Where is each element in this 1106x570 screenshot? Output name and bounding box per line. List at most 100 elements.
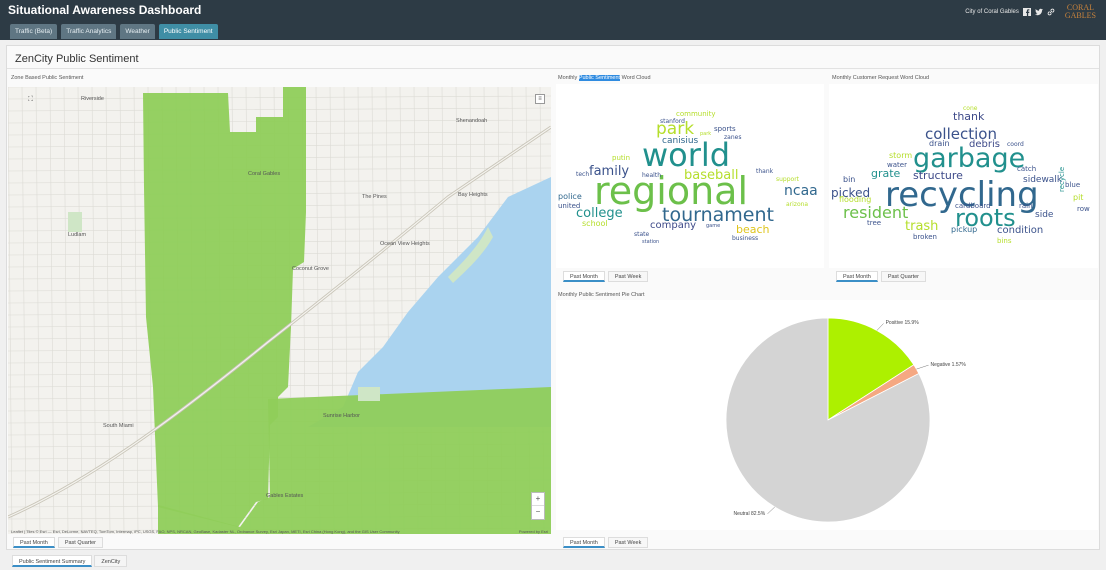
map-street bbox=[35, 87, 41, 534]
cloud-word: condition bbox=[997, 225, 1044, 236]
map-panel-label: Zone Based Public Sentiment bbox=[11, 75, 84, 81]
tab-past-week[interactable]: Past Week bbox=[607, 271, 649, 282]
map-place-label: South Miami bbox=[103, 423, 134, 429]
bottom-tabs: Public Sentiment Summary ZenCity bbox=[12, 555, 128, 567]
cloud-word: cone bbox=[963, 105, 978, 112]
map-place-label: Riverside bbox=[81, 96, 104, 102]
cloud-word: arizona bbox=[786, 201, 809, 208]
cloud-word: water bbox=[887, 161, 907, 169]
zoom-out-button[interactable]: − bbox=[535, 507, 541, 516]
cloud-word: broken bbox=[913, 233, 937, 241]
map-street bbox=[91, 87, 97, 534]
map-place-label: Ludlam bbox=[68, 232, 87, 238]
map-attribution[interactable]: Leaflet | Tiles © Esri — Esri, DeLorme, … bbox=[11, 529, 400, 534]
top-navbar: Situational Awareness Dashboard Traffic … bbox=[0, 0, 1106, 40]
tab-past-month[interactable]: Past Month bbox=[563, 271, 605, 282]
zoom-in-button[interactable]: + bbox=[532, 493, 544, 506]
tab-past-month[interactable]: Past Month bbox=[563, 537, 605, 548]
cloud-word: support bbox=[776, 176, 800, 183]
sentiment-pie-chart bbox=[725, 317, 931, 523]
tab-zencity[interactable]: ZenCity bbox=[94, 555, 128, 567]
cloud-word: canisius bbox=[662, 136, 699, 146]
pie-period-tabs: Past Month Past Week bbox=[563, 537, 649, 548]
cloud-word: pickup bbox=[951, 225, 978, 234]
cloud-word: beach bbox=[736, 223, 770, 236]
tab-traffic-analytics[interactable]: Traffic Analytics bbox=[61, 24, 117, 39]
cloud-word: bins bbox=[997, 237, 1012, 245]
cloud-word: sports bbox=[714, 125, 736, 133]
pie-leader-line bbox=[767, 506, 775, 515]
cloud-word: family bbox=[589, 164, 630, 179]
sentiment-pie-panel: Positive 15.9% Negative 1.57% Neutral 82… bbox=[556, 300, 1098, 530]
coral-gables-logo[interactable]: CORAL GABLES bbox=[1064, 3, 1096, 20]
map-fullscreen-icon[interactable]: ⛶ bbox=[28, 96, 33, 103]
cloud-word: business bbox=[732, 235, 759, 242]
request-cloud-period-tabs: Past Month Past Quarter bbox=[836, 271, 927, 282]
tab-public-sentiment[interactable]: Public Sentiment bbox=[158, 24, 218, 39]
cloud-word: storm bbox=[889, 151, 913, 160]
page-title: ZenCity Public Sentiment bbox=[15, 53, 139, 65]
sentiment-zone-coral-gables bbox=[143, 87, 306, 527]
cloud-word: park bbox=[700, 131, 712, 137]
map-street bbox=[21, 87, 27, 534]
map-place-label: Bay Heights bbox=[458, 192, 488, 198]
map-basemap bbox=[8, 87, 551, 534]
pie-label-negative: Negative 1.57% bbox=[930, 362, 966, 369]
cloud-word: college bbox=[576, 206, 623, 221]
map-place-label: Coral Gables bbox=[248, 171, 281, 177]
cloud-word: company bbox=[650, 220, 697, 231]
request-cloud-label: Monthly Customer Request Word Cloud bbox=[832, 75, 930, 81]
tab-past-week[interactable]: Past Week bbox=[607, 537, 649, 548]
sentiment-zone-south bbox=[158, 387, 551, 534]
tab-past-quarter[interactable]: Past Quarter bbox=[880, 271, 927, 282]
cloud-word: collection bbox=[925, 125, 997, 143]
public-cloud-period-tabs: Past Month Past Week bbox=[563, 271, 649, 282]
map-street bbox=[119, 87, 125, 534]
tab-past-month[interactable]: Past Month bbox=[836, 271, 878, 282]
map-place-label: Sunrise Harbor bbox=[323, 413, 360, 419]
cloud-word: grate bbox=[871, 167, 901, 180]
cloud-word: ncaa bbox=[784, 183, 818, 199]
pie-label-positive: Positive 15.9% bbox=[885, 320, 919, 327]
public-sentiment-word-cloud: regional world tournament park baseball … bbox=[556, 84, 824, 268]
cloud-word: catch bbox=[1017, 165, 1037, 173]
link-icon[interactable] bbox=[1047, 8, 1055, 16]
cloud-word: roots bbox=[955, 204, 1016, 232]
pie-label-neutral: Neutral 82.5% bbox=[733, 510, 766, 517]
cloud-word: flooding bbox=[839, 195, 872, 204]
cloud-word: thank bbox=[756, 168, 774, 175]
tab-public-sentiment-summary[interactable]: Public Sentiment Summary bbox=[12, 555, 93, 567]
cloud-word: trash bbox=[905, 219, 939, 234]
main-nav-tabs: Traffic (Beta) Traffic Analytics Weather… bbox=[10, 24, 218, 39]
map-place-label: Gables Estates bbox=[266, 493, 304, 499]
cloud-word: drain bbox=[929, 139, 950, 148]
map-street bbox=[8, 107, 551, 112]
cloud-word: rain bbox=[1019, 202, 1033, 210]
cloud-word: structure bbox=[913, 169, 963, 182]
cloud-word: bin bbox=[843, 175, 856, 184]
map-zoom-control: + − bbox=[531, 492, 545, 520]
layers-icon[interactable]: ≡ bbox=[535, 94, 545, 104]
tab-weather[interactable]: Weather bbox=[120, 24, 155, 39]
map-attribution-right[interactable]: Powered by Esri bbox=[518, 529, 548, 534]
cloud-word: coord bbox=[1007, 141, 1024, 148]
tab-past-quarter[interactable]: Past Quarter bbox=[57, 537, 104, 548]
cloud-word: side bbox=[1035, 210, 1054, 220]
cloud-word: cardboard bbox=[955, 202, 991, 210]
map-street bbox=[49, 87, 55, 534]
facebook-icon[interactable] bbox=[1022, 8, 1031, 16]
twitter-icon[interactable] bbox=[1034, 8, 1043, 16]
cloud-word: resident bbox=[843, 203, 909, 222]
sentiment-map[interactable]: ⛶ ≡ Riverside Shenandoah Coral Gables Th… bbox=[8, 87, 551, 534]
map-street bbox=[8, 95, 551, 100]
tab-traffic-beta[interactable]: Traffic (Beta) bbox=[10, 24, 58, 39]
tab-past-month[interactable]: Past Month bbox=[13, 537, 55, 548]
cloud-word: recycling bbox=[885, 175, 1039, 215]
cloud-word: park bbox=[656, 119, 695, 139]
map-place-label: Coconut Grove bbox=[292, 266, 329, 272]
map-street bbox=[8, 87, 13, 534]
map-place-label: Shenandoah bbox=[456, 118, 488, 124]
city-link[interactable]: City of Coral Gables bbox=[965, 9, 1019, 15]
cloud-word: thank bbox=[953, 110, 985, 123]
cloud-word: stanford bbox=[660, 118, 685, 125]
